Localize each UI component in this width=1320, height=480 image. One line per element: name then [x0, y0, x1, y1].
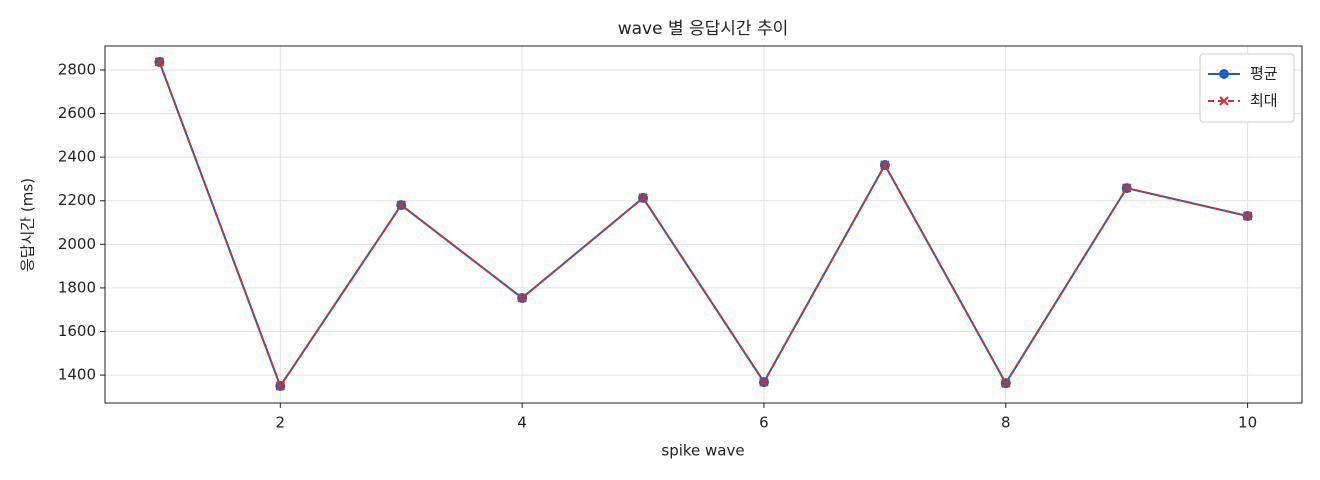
point: [1121, 183, 1132, 193]
y-tick-label: 1800: [58, 278, 96, 296]
y-tick-label: 2800: [58, 60, 96, 78]
y-tick-label: 2000: [58, 235, 96, 253]
plot-frame: [104, 45, 1303, 404]
x-tick-label: 6: [759, 414, 769, 432]
x-tick-label: 8: [1001, 414, 1011, 432]
point: [638, 193, 648, 203]
point-cross: [759, 377, 769, 387]
point: [396, 200, 406, 210]
y-tick-label: 1400: [58, 366, 96, 384]
point-cross: [1001, 378, 1011, 388]
chart-title: wave 별 응답시간 추이: [618, 19, 789, 39]
x-axis-label: spike wave: [661, 442, 744, 460]
legend-box: [1199, 53, 1295, 123]
legend-marker: [1219, 96, 1229, 106]
y-axis-label: 응답시간 (ms): [19, 178, 37, 272]
x-tick-label: 2: [276, 414, 286, 432]
point-cross: [880, 160, 890, 170]
x-tick-label: 10: [1238, 414, 1257, 432]
point: [880, 160, 890, 170]
point: [275, 381, 286, 391]
point: [1242, 211, 1253, 221]
point-cross: [275, 381, 286, 391]
point-cross: [1121, 183, 1132, 193]
point-cross: [396, 200, 406, 210]
legend-label: 최대: [1250, 92, 1278, 110]
y-tick-label: 2600: [58, 104, 96, 122]
y-tick-label: 2400: [58, 148, 96, 166]
point: [517, 293, 527, 303]
point: [759, 377, 769, 387]
series-line: [158, 61, 1248, 389]
point-cross: [638, 193, 648, 203]
point-cross: [154, 57, 165, 67]
point-cross: [1242, 211, 1253, 221]
x-tick-label: 4: [517, 414, 527, 432]
legend-label: 평균: [1250, 65, 1278, 83]
y-tick-label: 2200: [58, 191, 96, 209]
series-line: [158, 61, 1248, 389]
point-cross: [517, 293, 527, 303]
legend-marker: [1219, 69, 1229, 79]
point: [154, 57, 165, 67]
y-tick-label: 1600: [58, 322, 96, 340]
point: [1001, 378, 1011, 388]
